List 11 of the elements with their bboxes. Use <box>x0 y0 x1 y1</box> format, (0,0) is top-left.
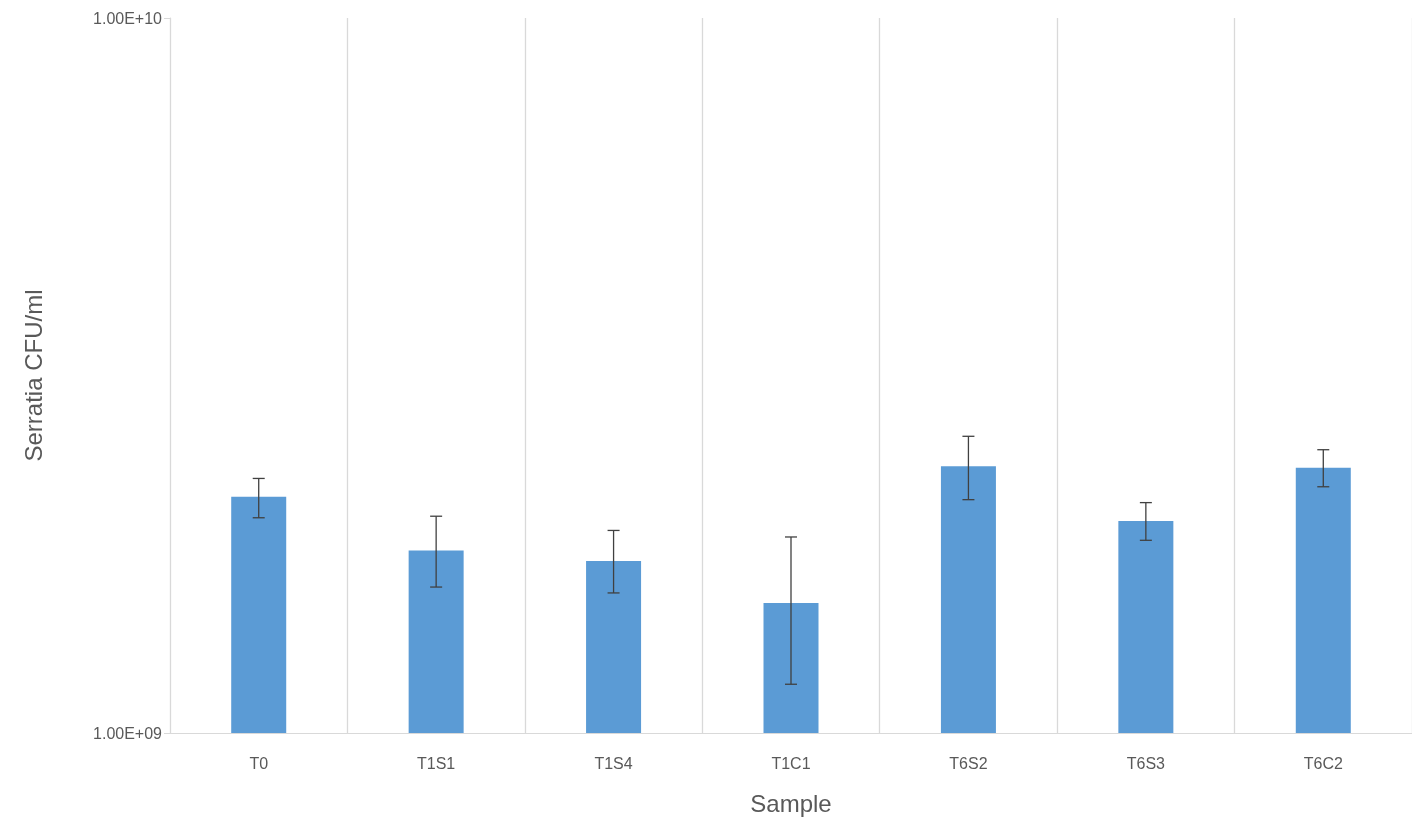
x-tick-label: T1S1 <box>417 754 456 772</box>
y-tick-label: 1.00E+09 <box>93 724 163 742</box>
x-tick-label: T1C1 <box>771 754 811 772</box>
x-axis-title: Sample <box>750 789 832 817</box>
y-tick-label: 1.00E+10 <box>93 9 163 27</box>
x-tick-label: T6S2 <box>949 754 988 772</box>
x-tick-label: T6C2 <box>1303 754 1343 772</box>
x-tick-label: T6S3 <box>1126 754 1166 772</box>
x-tick-label: T0 <box>249 754 269 772</box>
x-tick-label: T1S4 <box>594 754 633 772</box>
y-axis-title: Serratia CFU/ml <box>19 289 47 462</box>
